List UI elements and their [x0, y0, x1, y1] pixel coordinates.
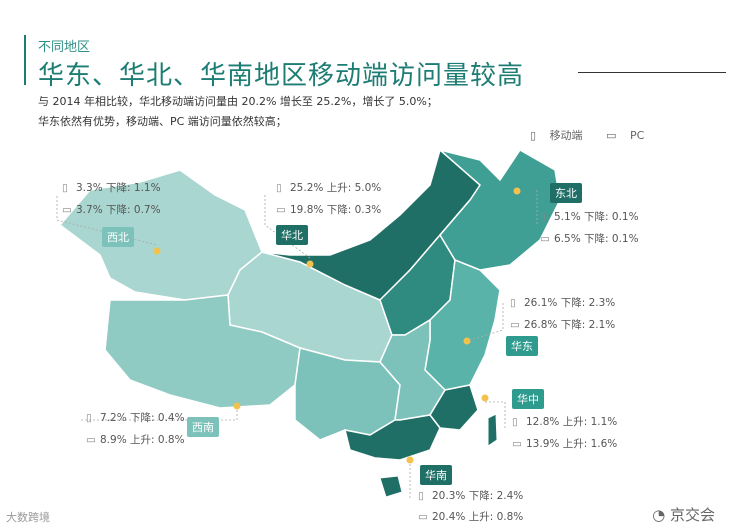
leader-southwest: [80, 410, 238, 421]
laptop-icon: ▭: [512, 438, 522, 450]
mobile-phone-icon: ▯: [86, 412, 92, 424]
mobile-phone-icon: ▯: [276, 182, 282, 194]
laptop-icon: ▭: [606, 129, 617, 142]
stat-northwest-pc: ▭ 3.7% 下降: 0.7%: [62, 204, 161, 216]
stat-northeast-mobile: ▯ 5.1% 下降: 0.1%: [540, 211, 639, 223]
stat-south-pc: ▭ 20.4% 上升: 0.8%: [418, 511, 524, 523]
subtitle-line-2: 华东依然有优势，移动端、PC 端访问量依然较高；: [38, 115, 287, 128]
marker-central: [481, 394, 489, 402]
laptop-icon: ▭: [62, 204, 72, 216]
tag-east: 华东: [506, 336, 538, 356]
leader-east: [466, 303, 504, 342]
stat-east-mobile: ▯ 26.1% 下降: 2.3%: [510, 297, 616, 309]
tag-central: 华中: [512, 389, 544, 409]
legend: ▯ 移动端 ▭ PC: [530, 127, 664, 143]
marker-south: [406, 456, 414, 464]
laptop-icon: ▭: [276, 204, 286, 216]
marker-northeast: [513, 187, 521, 195]
brand-logo: ◔ 京交会: [652, 506, 715, 524]
watermark: 大数跨境: [6, 511, 50, 524]
leader-north: [264, 195, 311, 259]
page-title: 华东、华北、华南地区移动端访问量较高: [38, 61, 525, 91]
marker-southwest: [233, 402, 241, 410]
mobile-phone-icon: ▯: [62, 182, 68, 194]
region-south: [343, 414, 441, 461]
region-northeast: [439, 149, 561, 271]
stat-central-pc: ▭ 13.9% 上升: 1.6%: [512, 438, 618, 450]
marker-northwest: [153, 247, 161, 255]
legend-mobile: ▯ 移动端: [530, 129, 583, 142]
stat-north-mobile: ▯ 25.2% 上升: 5.0%: [276, 182, 382, 194]
region-taiwan: [487, 413, 498, 447]
tag-southwest: 西南: [187, 417, 219, 437]
wechat-icon: ◔: [652, 506, 670, 524]
laptop-icon: ▭: [510, 319, 520, 331]
mobile-phone-icon: ▯: [512, 416, 518, 428]
laptop-icon: ▭: [540, 233, 550, 245]
marker-north: [306, 260, 314, 268]
tag-north: 华北: [276, 225, 308, 245]
stat-northwest-mobile: ▯ 3.3% 下降: 1.1%: [62, 182, 161, 194]
subtitle-line-1: 与 2014 年相比较，华北移动端访问量由 20.2% 增长至 25.2%，增长…: [38, 95, 438, 108]
stat-southwest-mobile: ▯ 7.2% 下降: 0.4%: [86, 412, 185, 424]
mobile-phone-icon: ▯: [530, 129, 537, 142]
stat-southwest-pc: ▭ 8.9% 上升: 0.8%: [86, 434, 185, 446]
laptop-icon: ▭: [86, 434, 96, 446]
title-rule: [578, 72, 726, 73]
stat-northeast-pc: ▭ 6.5% 下降: 0.1%: [540, 233, 639, 245]
leader-central: [485, 401, 506, 430]
mobile-phone-icon: ▯: [510, 297, 516, 309]
stat-south-mobile: ▯ 20.3% 下降: 2.4%: [418, 490, 524, 502]
title-accent-line: [24, 35, 26, 85]
laptop-icon: ▭: [418, 511, 428, 523]
tag-south: 华南: [420, 465, 452, 485]
stat-east-pc: ▭ 26.8% 下降: 2.1%: [510, 319, 616, 331]
region-hainan: [379, 475, 403, 498]
section-eyebrow: 不同地区: [38, 40, 91, 55]
mobile-phone-icon: ▯: [540, 211, 546, 223]
stat-central-mobile: ▯ 12.8% 上升: 1.1%: [512, 416, 618, 428]
tag-northwest: 西北: [102, 227, 134, 247]
stat-north-pc: ▭ 19.8% 下降: 0.3%: [276, 204, 382, 216]
tag-northeast: 东北: [550, 183, 582, 203]
legend-pc: ▭ PC: [606, 129, 645, 142]
mobile-phone-icon: ▯: [418, 490, 424, 502]
